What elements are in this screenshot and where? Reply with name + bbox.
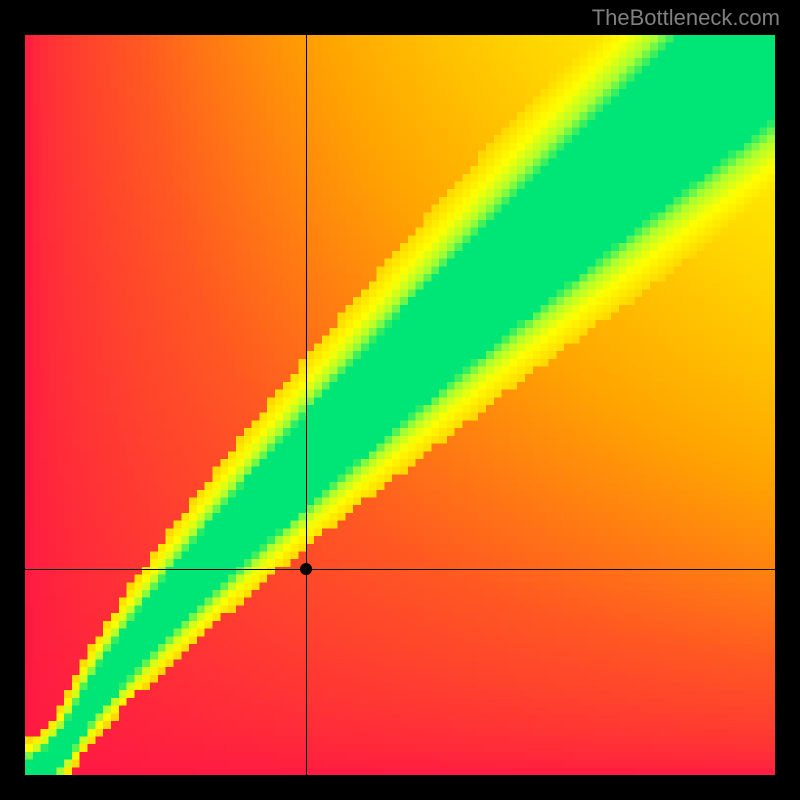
plot-area <box>25 35 775 775</box>
crosshair-marker <box>300 563 312 575</box>
attribution-label: TheBottleneck.com <box>592 5 780 31</box>
chart-container: TheBottleneck.com <box>0 0 800 800</box>
heatmap-canvas <box>25 35 775 775</box>
crosshair-vertical <box>306 35 307 775</box>
crosshair-horizontal <box>25 569 775 570</box>
